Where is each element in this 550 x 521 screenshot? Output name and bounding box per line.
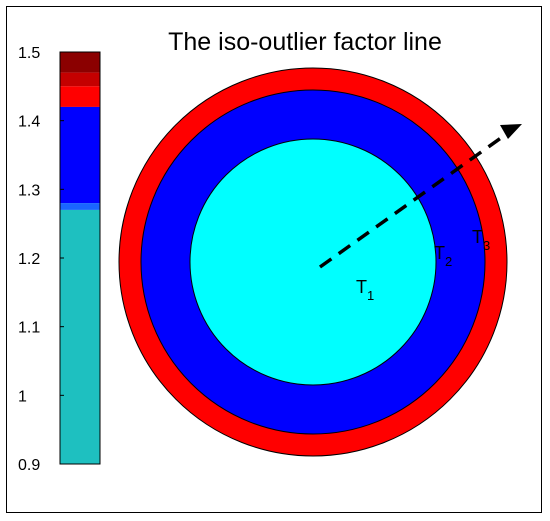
colorbar-tick-label: 1.5: [18, 45, 40, 62]
colorbar-tick-label: 1.3: [18, 182, 40, 199]
inner-region: [189, 138, 437, 386]
colorbar-band: [60, 209, 100, 464]
colorbar-band: [60, 86, 100, 107]
colorbar-tick-label: 1.2: [18, 251, 40, 268]
arrow-head-icon: [500, 124, 522, 139]
colorbar-band: [60, 52, 100, 73]
iso-outlier-arrow: [318, 124, 522, 269]
arrow-shaft: [318, 133, 507, 269]
label-t2: T2: [434, 243, 452, 269]
iso-regions: [118, 67, 508, 457]
colorbar-tick-label: 1: [18, 388, 27, 405]
colorbar-tick-label: 1.4: [18, 114, 40, 131]
colorbar-band: [60, 203, 100, 210]
colorbar-tick-label: 0.9: [18, 457, 40, 474]
colorbar-band: [60, 106, 100, 204]
colorbar-band: [60, 72, 100, 87]
label-t3: T3: [472, 227, 490, 253]
colorbar: 1.5 1.4 1.3 1.2 1.1 1 0.9: [18, 45, 101, 474]
figure-title: The iso-outlier factor line: [168, 28, 442, 56]
colorbar-tick-label: 1.1: [18, 320, 40, 337]
colorbar-bands: [60, 52, 100, 464]
colorbar-ticks: 1.5 1.4 1.3 1.2 1.1 1 0.9: [18, 45, 64, 474]
label-t1: T1: [356, 277, 374, 303]
